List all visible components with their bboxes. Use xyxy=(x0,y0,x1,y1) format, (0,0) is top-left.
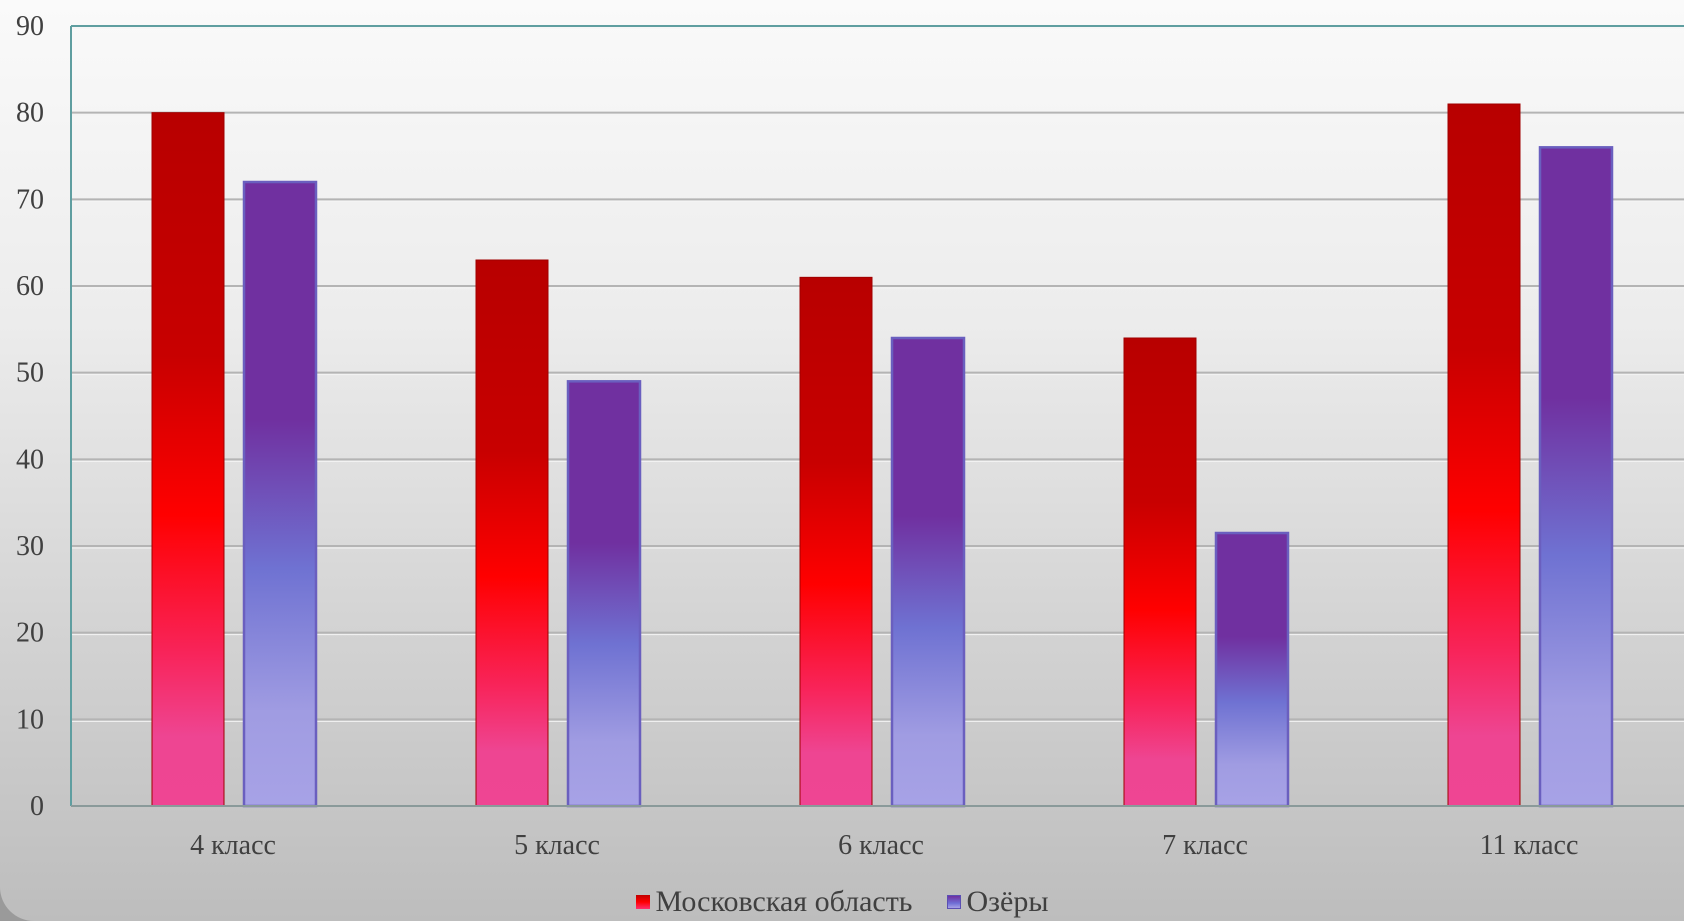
y-tick-label: 20 xyxy=(16,618,44,649)
x-category-label: 5 класс xyxy=(514,830,600,861)
bar-ozery xyxy=(890,336,966,808)
legend-label-moscow-region: Московская область xyxy=(655,885,913,918)
bar-ozery xyxy=(566,380,642,808)
bar-moscow-region xyxy=(475,259,549,807)
bar-ozery xyxy=(1538,146,1614,808)
y-tick-label: 40 xyxy=(16,444,44,475)
y-tick-label: 0 xyxy=(30,791,44,822)
bar-ozery xyxy=(242,180,318,808)
y-tick-label: 70 xyxy=(16,184,44,215)
bar-moscow-region xyxy=(1123,337,1197,807)
y-tick-label: 60 xyxy=(16,271,44,302)
bar-moscow-region xyxy=(799,276,873,807)
legend-entry-moscow-region: Московская область xyxy=(635,885,913,919)
y-tick-label: 50 xyxy=(16,358,44,389)
bar-moscow-region xyxy=(151,112,225,807)
bar-ozery xyxy=(1214,531,1290,808)
legend-entry-ozery: Озёры xyxy=(946,885,1049,919)
bar-moscow-region xyxy=(1447,103,1521,807)
x-category-label: 6 класс xyxy=(838,830,924,861)
legend-swatch-moscow-region xyxy=(635,895,650,909)
y-tick-label: 10 xyxy=(16,704,44,735)
y-tick-label: 30 xyxy=(16,531,44,562)
y-tick-label: 90 xyxy=(16,11,44,42)
legend-label-ozery: Озёры xyxy=(966,885,1049,918)
x-category-label: 7 класс xyxy=(1162,830,1248,861)
bar-chart: 0 10 20 30 40 50 60 70 80 90 4 класс 5 класс 6 класс… xyxy=(16,11,1684,861)
y-tick-label: 80 xyxy=(16,98,44,129)
x-category-label: 4 класс xyxy=(190,830,276,861)
legend: Московская область Озёры xyxy=(0,884,1684,920)
x-category-label: 11 класс xyxy=(1480,830,1579,861)
legend-swatch-ozery xyxy=(946,895,961,909)
